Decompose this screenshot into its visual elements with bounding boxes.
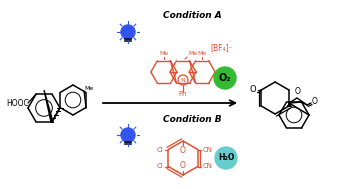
Text: O: O	[180, 146, 186, 155]
Text: O₂: O₂	[219, 73, 231, 83]
Text: Condition B: Condition B	[163, 115, 221, 125]
Text: O: O	[312, 98, 318, 106]
Text: Me: Me	[188, 51, 197, 56]
Text: Me: Me	[159, 51, 168, 56]
Text: O: O	[295, 87, 301, 96]
Text: Ph: Ph	[179, 91, 187, 97]
Text: Condition A: Condition A	[163, 12, 221, 20]
Text: CN: CN	[203, 146, 213, 153]
Text: O: O	[180, 161, 186, 170]
Text: N: N	[180, 77, 185, 83]
Text: H₂O: H₂O	[218, 153, 234, 163]
Text: HOOC: HOOC	[7, 98, 29, 108]
Circle shape	[215, 147, 237, 169]
Text: Me: Me	[197, 51, 207, 56]
Circle shape	[121, 128, 135, 142]
Text: Cl: Cl	[156, 146, 163, 153]
Text: [BF₄]⁻: [BF₄]⁻	[211, 43, 233, 53]
Circle shape	[214, 67, 236, 89]
Text: Me: Me	[84, 87, 93, 91]
Circle shape	[121, 25, 135, 39]
Text: O: O	[249, 85, 256, 94]
Polygon shape	[44, 90, 53, 122]
Text: CN: CN	[203, 163, 213, 170]
Text: Cl: Cl	[156, 163, 163, 170]
